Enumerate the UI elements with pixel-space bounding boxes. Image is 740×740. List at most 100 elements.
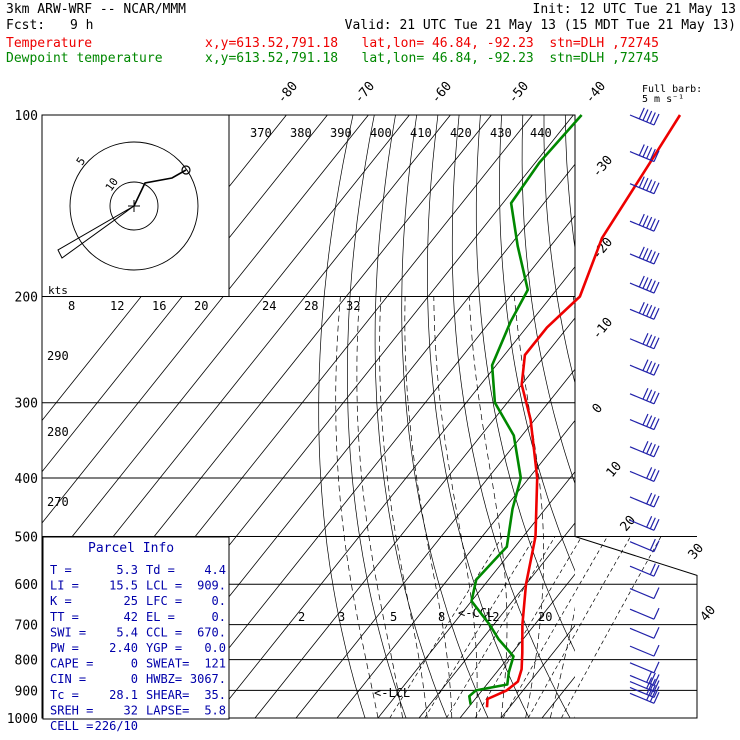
wind-barb bbox=[629, 689, 660, 704]
isotherm-label-top: -80 bbox=[275, 79, 302, 107]
mixing-ratio-label: 2 bbox=[298, 610, 305, 624]
parcel-row-label: T = bbox=[50, 563, 72, 577]
isotherm-line bbox=[295, 368, 575, 719]
hodograph-scale-label: 16 bbox=[152, 299, 166, 313]
wind-barb-flag bbox=[649, 362, 656, 374]
parcel-row-value: 0. bbox=[212, 610, 226, 624]
isotherm-line bbox=[42, 115, 410, 575]
wind-barb-flag bbox=[642, 277, 649, 289]
wind-key-value: 5 m s⁻¹ bbox=[642, 94, 685, 105]
theta-label: 270 bbox=[47, 495, 69, 509]
wind-barb-flag bbox=[642, 332, 649, 345]
wind-barb-flag bbox=[646, 671, 653, 683]
wind-barb bbox=[629, 467, 660, 482]
parcel-row-value: 35. bbox=[204, 688, 226, 702]
moist-adiabat-line bbox=[549, 296, 575, 719]
mixing-ratio-lines bbox=[389, 536, 662, 719]
wind-barb-flag bbox=[646, 442, 653, 454]
dry-adiabat-line bbox=[347, 115, 407, 719]
parcel-row-label: CIN = bbox=[50, 672, 86, 686]
hodograph-units: kts bbox=[48, 284, 68, 297]
wind-barb-flag bbox=[649, 335, 656, 348]
wind-barb bbox=[629, 275, 660, 294]
hodograph-scale-label: 12 bbox=[110, 299, 124, 313]
wind-barb bbox=[629, 332, 660, 350]
isotherm-line bbox=[172, 214, 575, 719]
dry-adiabats bbox=[318, 115, 740, 719]
parcel-row-label: TT = bbox=[50, 610, 79, 624]
parcel-info-panel: Parcel Info T = 5.3 Td = 4.4 LI = 15.5 LCL = 909… bbox=[42, 536, 230, 733]
isotherm-label-right: 40 bbox=[698, 603, 720, 625]
wind-barb bbox=[629, 213, 660, 232]
moist-adiabat-line bbox=[433, 296, 478, 719]
wind-barb-flag bbox=[653, 363, 660, 376]
wind-barb bbox=[629, 359, 660, 376]
temperature-legend: Temperature bbox=[6, 36, 93, 51]
wind-barb-flag bbox=[653, 113, 660, 126]
moist-adiabat-line bbox=[335, 296, 379, 719]
wind-barb-flag bbox=[653, 692, 660, 704]
parcel-row-label: CELL = bbox=[50, 719, 93, 733]
wind-barb-flag bbox=[638, 213, 645, 226]
hodograph-scale-label: 32 bbox=[346, 299, 360, 313]
wind-barb-flag bbox=[642, 215, 649, 227]
wind-barb bbox=[629, 677, 660, 693]
parcel-row-value: 226/10 bbox=[95, 719, 138, 733]
wind-barb-flag bbox=[649, 538, 656, 551]
wind-barb-flag bbox=[649, 148, 656, 161]
wind-barb-flag bbox=[653, 308, 660, 320]
theta-e-label: 390 bbox=[330, 126, 352, 140]
parcel-row-value: 0. bbox=[212, 594, 226, 608]
parcel-row-label: LFC = bbox=[146, 594, 182, 608]
isotherm-label-right: -30 bbox=[590, 153, 617, 181]
wind-barb bbox=[629, 538, 660, 553]
dry-adiabat-line bbox=[451, 115, 571, 719]
wind-barb-flag bbox=[649, 112, 656, 124]
parcel-row-label: Td = bbox=[146, 563, 175, 577]
wind-barb-flag bbox=[649, 494, 656, 506]
isotherm-line bbox=[42, 115, 369, 524]
wind-barb-flag bbox=[653, 607, 660, 620]
parcel-panel-box bbox=[42, 536, 230, 720]
pressure-tick-label: 800 bbox=[15, 654, 38, 669]
wind-barb-flag bbox=[642, 145, 649, 158]
wind-barb-flag bbox=[638, 107, 645, 120]
wind-barb-flag bbox=[649, 180, 656, 193]
wind-barb-flag bbox=[646, 683, 653, 695]
dry-adiabat-line bbox=[543, 115, 575, 385]
parcel-row-value: 909. bbox=[197, 579, 226, 593]
wind-barb-flag bbox=[653, 540, 660, 552]
wind-barb-flag bbox=[646, 389, 653, 402]
wind-barb-flag bbox=[653, 182, 660, 194]
dewpoint-profile bbox=[468, 114, 583, 705]
moist-adiabat-line bbox=[624, 297, 740, 719]
wind-barb-flag bbox=[649, 517, 656, 530]
wind-barb-flag bbox=[653, 418, 660, 430]
dry-adiabat-line bbox=[499, 115, 575, 572]
parcel-row-value: 121 bbox=[204, 657, 226, 671]
pressure-tick-label: 300 bbox=[15, 397, 38, 412]
moist-adiabat-line bbox=[468, 296, 508, 719]
isotherm-line bbox=[541, 676, 575, 719]
pressure-tick-label: 400 bbox=[15, 472, 38, 487]
dry-adiabat-line bbox=[629, 115, 740, 718]
wind-barb-flag bbox=[649, 444, 656, 456]
isotherm-line bbox=[213, 266, 575, 719]
wind-barb-flag bbox=[649, 684, 656, 697]
theta-label: 280 bbox=[47, 425, 69, 439]
wind-barb bbox=[629, 607, 660, 620]
wind-barb-flag bbox=[649, 218, 656, 230]
wind-barb-flag bbox=[653, 495, 660, 508]
moist-adiabat-line bbox=[599, 297, 723, 719]
mixing-ratio-line bbox=[561, 536, 662, 719]
wind-barb bbox=[629, 301, 660, 320]
init-time: Init: 12 UTC Tue 21 May 13 bbox=[532, 2, 737, 17]
wind-barb-flag bbox=[653, 587, 660, 599]
shear-vector bbox=[57, 205, 135, 259]
mixing-ratio-line bbox=[502, 536, 608, 719]
isotherm-line bbox=[624, 115, 740, 718]
parcel-row-value: 0 bbox=[131, 672, 138, 686]
wind-barb-flag bbox=[638, 246, 645, 259]
wind-barb-flag bbox=[653, 680, 660, 692]
